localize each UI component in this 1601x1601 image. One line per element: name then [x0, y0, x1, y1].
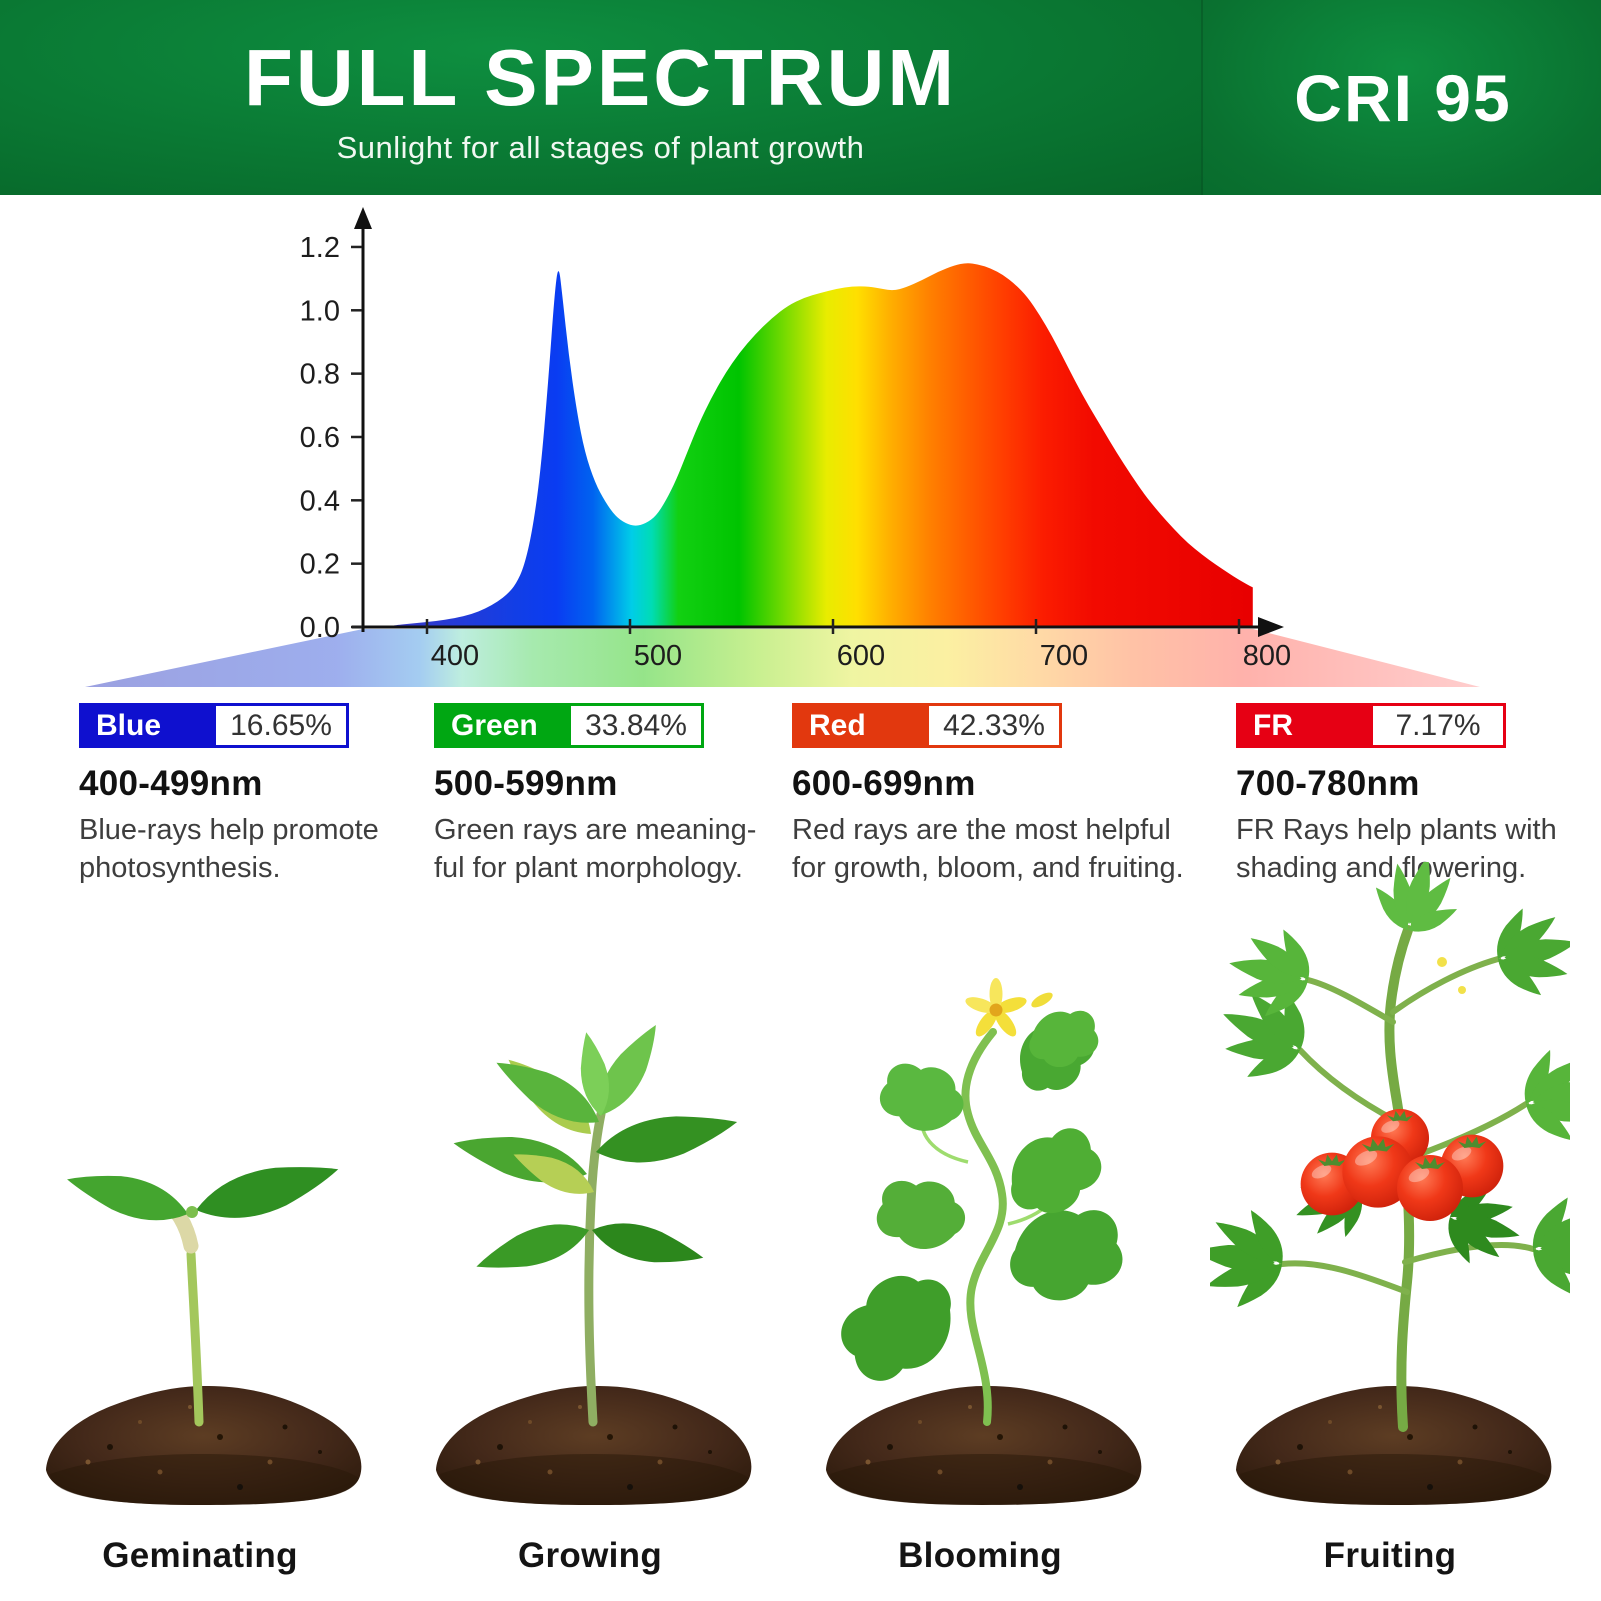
- legend-red: Red 42.33% 600-699nm Red rays are the mo…: [792, 703, 1184, 887]
- legend-red-desc: Red rays are the most helpful for growth…: [792, 811, 1184, 887]
- legend-fr-desc: FR Rays help plants with shading and flo…: [1236, 811, 1576, 887]
- legend-fr-percent: 7.17%: [1395, 708, 1481, 742]
- stage-label-growing: Growing: [517, 1536, 663, 1575]
- x-axis-arrow: [1258, 617, 1284, 637]
- blooming-plant-illustration: [825, 969, 1142, 1505]
- legend-green-desc: Green rays are meaning- ful for plant mo…: [434, 811, 774, 887]
- y-axis-ticks: 0.0 0.2 0.4 0.6 0.8 1.0 1.2: [300, 232, 362, 644]
- spectrum-chart-section: 400 500 600 700 800 0.0 0.2 0.4 0.6 0.8 1.0 1.2: [0, 195, 1601, 715]
- svg-text:0.4: 0.4: [300, 485, 340, 517]
- legend-blue-label: Blue: [82, 706, 216, 745]
- legend-green-desc-line2: ful for plant morphology.: [434, 852, 743, 884]
- legend-fr-desc-line1: FR Rays help plants with: [1236, 814, 1557, 846]
- stage-label-germinating: Geminating: [102, 1536, 298, 1575]
- legend-green-percent: 33.84%: [585, 708, 687, 742]
- wavelength-legend: Blue 16.65% 400-499nm Blue-rays help pro…: [0, 703, 1601, 884]
- legend-fr-pill: FR 7.17%: [1236, 703, 1506, 748]
- legend-fr: FR 7.17% 700-780nm FR Rays help plants w…: [1236, 703, 1576, 887]
- germinating-plant-illustration: [46, 1149, 362, 1505]
- svg-text:1.0: 1.0: [300, 295, 340, 327]
- svg-text:500: 500: [634, 640, 682, 672]
- header-banner: FULL SPECTRUM Sunlight for all stages of…: [0, 0, 1601, 195]
- svg-text:400: 400: [431, 640, 479, 672]
- legend-blue-desc: Blue-rays help promote photosynthesis.: [79, 811, 419, 887]
- stage-label-blooming: Blooming: [898, 1536, 1062, 1575]
- light-beam-ribbon: [85, 629, 1480, 687]
- header-left-panel: FULL SPECTRUM Sunlight for all stages of…: [0, 0, 1201, 195]
- legend-green-pill: Green 33.84%: [434, 703, 704, 748]
- soil-mound: [826, 1385, 1142, 1505]
- legend-red-range: 600-699nm: [792, 764, 976, 803]
- stage-fruiting: Fruiting: [1210, 862, 1570, 1577]
- stage-label-fruiting: Fruiting: [1323, 1536, 1457, 1575]
- svg-text:1.2: 1.2: [300, 232, 340, 264]
- legend-blue-range: 400-499nm: [79, 764, 263, 803]
- y-axis-arrow: [354, 207, 372, 229]
- stage-germinating: Geminating: [20, 862, 380, 1577]
- legend-red-label: Red: [795, 706, 929, 745]
- svg-text:800: 800: [1243, 640, 1291, 672]
- svg-text:0.6: 0.6: [300, 422, 340, 454]
- legend-blue: Blue 16.65% 400-499nm Blue-rays help pro…: [79, 703, 419, 887]
- spectrum-chart: 400 500 600 700 800 0.0 0.2 0.4 0.6 0.8 1.0 1.2: [85, 207, 1480, 687]
- x-axis-ticks: 400 500 600 700 800: [425, 619, 1291, 672]
- soil-mound: [1236, 1385, 1552, 1505]
- legend-green: Green 33.84% 500-599nm Green rays are me…: [434, 703, 774, 887]
- growing-plant-illustration: [436, 1016, 752, 1505]
- legend-fr-label: FR: [1239, 706, 1373, 745]
- legend-fr-range: 700-780nm: [1236, 764, 1420, 803]
- spectrum-curve-layer: [394, 263, 1253, 627]
- cri-badge: CRI 95: [1294, 60, 1512, 135]
- stage-blooming: Blooming: [800, 862, 1160, 1577]
- tiny-flower: [1458, 986, 1466, 994]
- page-title: FULL SPECTRUM: [243, 32, 958, 122]
- spectrum-curve: [394, 263, 1253, 627]
- yellow-flower: [957, 969, 1037, 1051]
- legend-green-label: Green: [437, 706, 571, 745]
- legend-green-desc-line1: Green rays are meaning-: [434, 814, 757, 846]
- legend-blue-percent: 16.65%: [230, 708, 332, 742]
- svg-text:700: 700: [1040, 640, 1088, 672]
- page-subtitle: Sunlight for all stages of plant growth: [336, 129, 865, 165]
- legend-red-pill: Red 42.33%: [792, 703, 1062, 748]
- stage-growing: Growing: [410, 862, 770, 1577]
- legend-red-desc-line2: for growth, bloom, and fruiting.: [792, 852, 1184, 884]
- legend-green-range: 500-599nm: [434, 764, 618, 803]
- svg-text:0.8: 0.8: [300, 359, 340, 391]
- legend-blue-desc-line2: photosynthesis.: [79, 852, 281, 884]
- fruiting-plant-illustration: [1210, 862, 1570, 1505]
- legend-fr-desc-line2: shading and flowering.: [1236, 852, 1527, 884]
- legend-blue-pill: Blue 16.65%: [79, 703, 349, 748]
- legend-blue-desc-line1: Blue-rays help promote: [79, 814, 379, 846]
- legend-red-percent: 42.33%: [943, 708, 1045, 742]
- tiny-flower: [1437, 957, 1447, 967]
- header-right-panel: CRI 95: [1201, 0, 1601, 195]
- svg-text:0.2: 0.2: [300, 549, 340, 581]
- chart-axes: [352, 207, 1284, 637]
- svg-text:0.0: 0.0: [300, 612, 340, 644]
- svg-text:600: 600: [837, 640, 885, 672]
- legend-red-desc-line1: Red rays are the most helpful: [792, 814, 1171, 846]
- flower-bud: [1031, 992, 1053, 1008]
- soil-mound: [46, 1385, 362, 1505]
